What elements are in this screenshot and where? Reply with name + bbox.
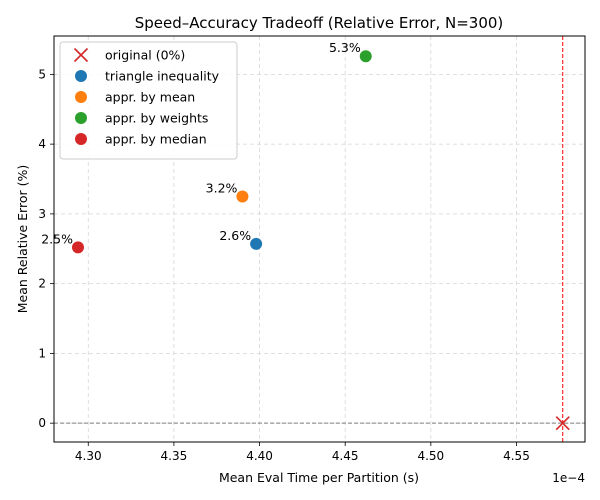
legend-marker <box>73 47 89 63</box>
data-point <box>71 241 84 254</box>
data-labels: 2.6% 3.2% 5.3% 2.5% <box>41 40 361 246</box>
x-marker-stroke <box>555 416 570 431</box>
reference-lines <box>54 36 585 442</box>
data-label: 3.2% <box>206 180 238 195</box>
y-tick-label: 5 <box>38 67 46 81</box>
x-tick-label: 4.45 <box>332 449 359 463</box>
data-label: 2.5% <box>41 231 73 246</box>
y-tick-label: 0 <box>38 416 46 430</box>
x-tick-label: 4.50 <box>417 449 444 463</box>
legend-marker <box>75 133 87 145</box>
data-label: 5.3% <box>329 40 361 55</box>
axis-ticks: 4.30 4.35 4.40 4.45 4.50 4.55 0 1 2 3 4 5 <box>38 67 529 463</box>
legend-entry: triangle inequality <box>105 69 220 84</box>
legend: original (0%) triangle inequality appr. by… <box>59 41 238 160</box>
data-point <box>555 416 570 431</box>
legend-entry: original (0%) <box>105 48 185 63</box>
grid <box>54 36 585 442</box>
x-tick-label: 4.30 <box>75 449 102 463</box>
data-point <box>359 50 372 63</box>
legend-entry: appr. by median <box>105 132 207 147</box>
data-point <box>236 190 249 203</box>
x-axis-offset-text: 1e−4 <box>552 471 585 485</box>
legend-entry: appr. by weights <box>105 111 208 126</box>
x-axis-label: Mean Eval Time per Partition (s) <box>219 470 419 485</box>
y-tick-label: 1 <box>38 346 46 360</box>
data-point <box>250 237 263 250</box>
data-points <box>71 50 570 431</box>
legend-marker <box>75 91 87 103</box>
y-tick-label: 4 <box>38 137 46 151</box>
legend-box <box>59 41 238 160</box>
data-label: 2.6% <box>219 228 251 243</box>
legend-entry: appr. by mean <box>105 90 195 105</box>
legend-marker <box>75 70 87 82</box>
x-tick-label: 4.35 <box>161 449 188 463</box>
y-axis-label: Mean Relative Error (%) <box>15 165 30 314</box>
y-tick-label: 2 <box>38 277 46 291</box>
x-marker-stroke <box>73 47 89 63</box>
chart-title: Speed–Accuracy Tradeoff (Relative Error,… <box>135 14 504 32</box>
y-tick-label: 3 <box>38 207 46 221</box>
x-tick-label: 4.55 <box>503 449 530 463</box>
x-tick-label: 4.40 <box>246 449 273 463</box>
legend-marker <box>75 112 87 124</box>
plot-frame <box>53 35 586 443</box>
